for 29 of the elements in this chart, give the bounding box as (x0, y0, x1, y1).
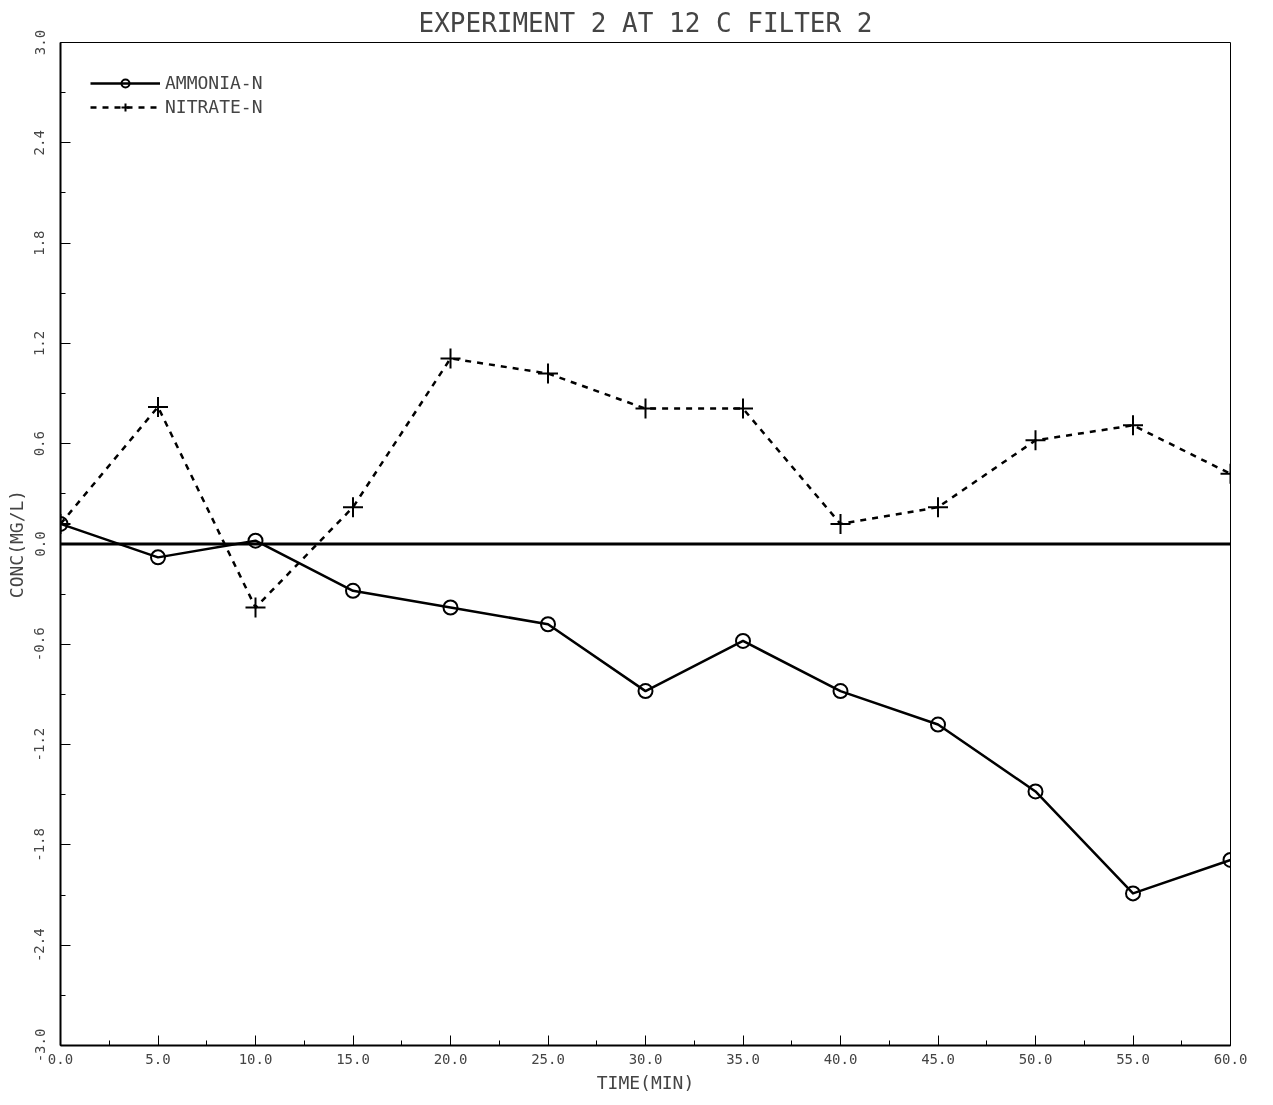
y-tick-label: 1.2 (31, 330, 48, 357)
chart-title: EXPERIMENT 2 AT 12 C FILTER 2 (418, 7, 873, 38)
y-tick-label: -1.8 (31, 828, 48, 862)
y-tick-label: 0.6 (31, 431, 48, 457)
y-axis-title: CONC(MG/L) (5, 489, 27, 599)
x-axis-title: TIME(MIN) (596, 1071, 695, 1093)
y-tick-label: 0.0 (31, 531, 48, 557)
y-tick-label: -1.2 (31, 727, 48, 762)
x-tick-label: 50.0 (1018, 1050, 1053, 1067)
y-tick-label: -3.0 (31, 1028, 48, 1063)
x-tick-label: 30.0 (628, 1050, 663, 1067)
x-tick-label: 55.0 (1116, 1050, 1150, 1067)
x-tick-label: 60.0 (1213, 1050, 1248, 1067)
x-tick-label: 40.0 (823, 1050, 858, 1067)
x-tick-label: 45.0 (921, 1050, 955, 1067)
x-tick-label: 15.0 (336, 1050, 370, 1067)
x-tick-label: 20.0 (433, 1050, 468, 1067)
x-tick-label: 0.0 (47, 1050, 74, 1067)
x-tick-label: 5.0 (145, 1050, 171, 1067)
legend-label: NITRATE-N (165, 96, 263, 117)
y-tick-label: 3.0 (31, 29, 48, 56)
x-tick-label: 35.0 (726, 1050, 760, 1067)
x-tick-label: 25.0 (531, 1050, 565, 1067)
x-tick-label: 10.0 (238, 1050, 273, 1067)
y-tick-label: -2.4 (31, 928, 48, 963)
y-tick-label: -0.6 (31, 627, 48, 662)
y-tick-label: 2.4 (31, 130, 48, 156)
legend-label: AMMONIA-N (165, 72, 263, 93)
y-tick-label: 1.8 (31, 230, 48, 256)
